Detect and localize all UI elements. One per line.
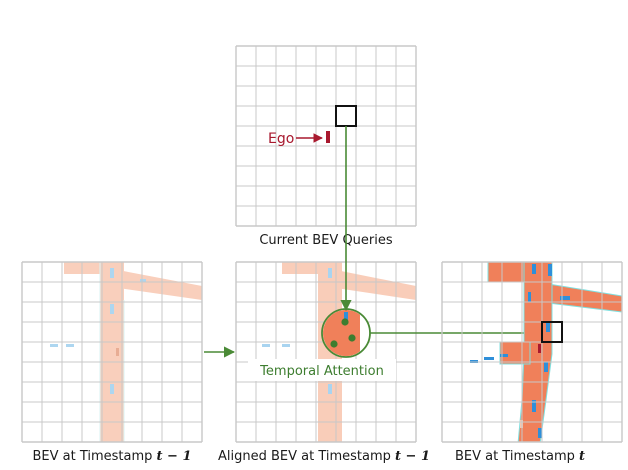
prev-bev-caption: BEV at Timestamp t − 1 <box>32 449 191 464</box>
now-bev-panel: BEV at Timestamp t <box>441 261 623 464</box>
aligned-bev-caption: Aligned BEV at Timestamp t − 1 <box>218 449 430 464</box>
temporal-attention-label: Temporal Attention <box>259 364 384 379</box>
attention-label-background <box>248 359 396 381</box>
now-bev-grid <box>441 261 623 443</box>
ego-label: Ego <box>268 131 294 147</box>
prev-road-map <box>50 262 202 442</box>
current-query-box <box>541 321 563 343</box>
current-bev-grid <box>235 45 417 227</box>
current-bev-caption: Current BEV Queries <box>259 233 393 248</box>
attention-point <box>348 334 356 342</box>
attention-point <box>330 340 338 348</box>
current-bev-panel: Ego Current BEV Queries <box>235 45 417 248</box>
ego-vehicle-marker <box>326 131 330 143</box>
now-bev-caption: BEV at Timestamp t <box>455 449 585 464</box>
now-road-map <box>470 262 622 442</box>
prev-bev-panel: BEV at Timestamp t − 1 <box>21 261 203 464</box>
prev-bev-grid <box>21 261 203 443</box>
aligned-bev-panel: Temporal Attention Aligned BEV at Timest… <box>218 261 430 464</box>
attention-point <box>341 318 349 326</box>
